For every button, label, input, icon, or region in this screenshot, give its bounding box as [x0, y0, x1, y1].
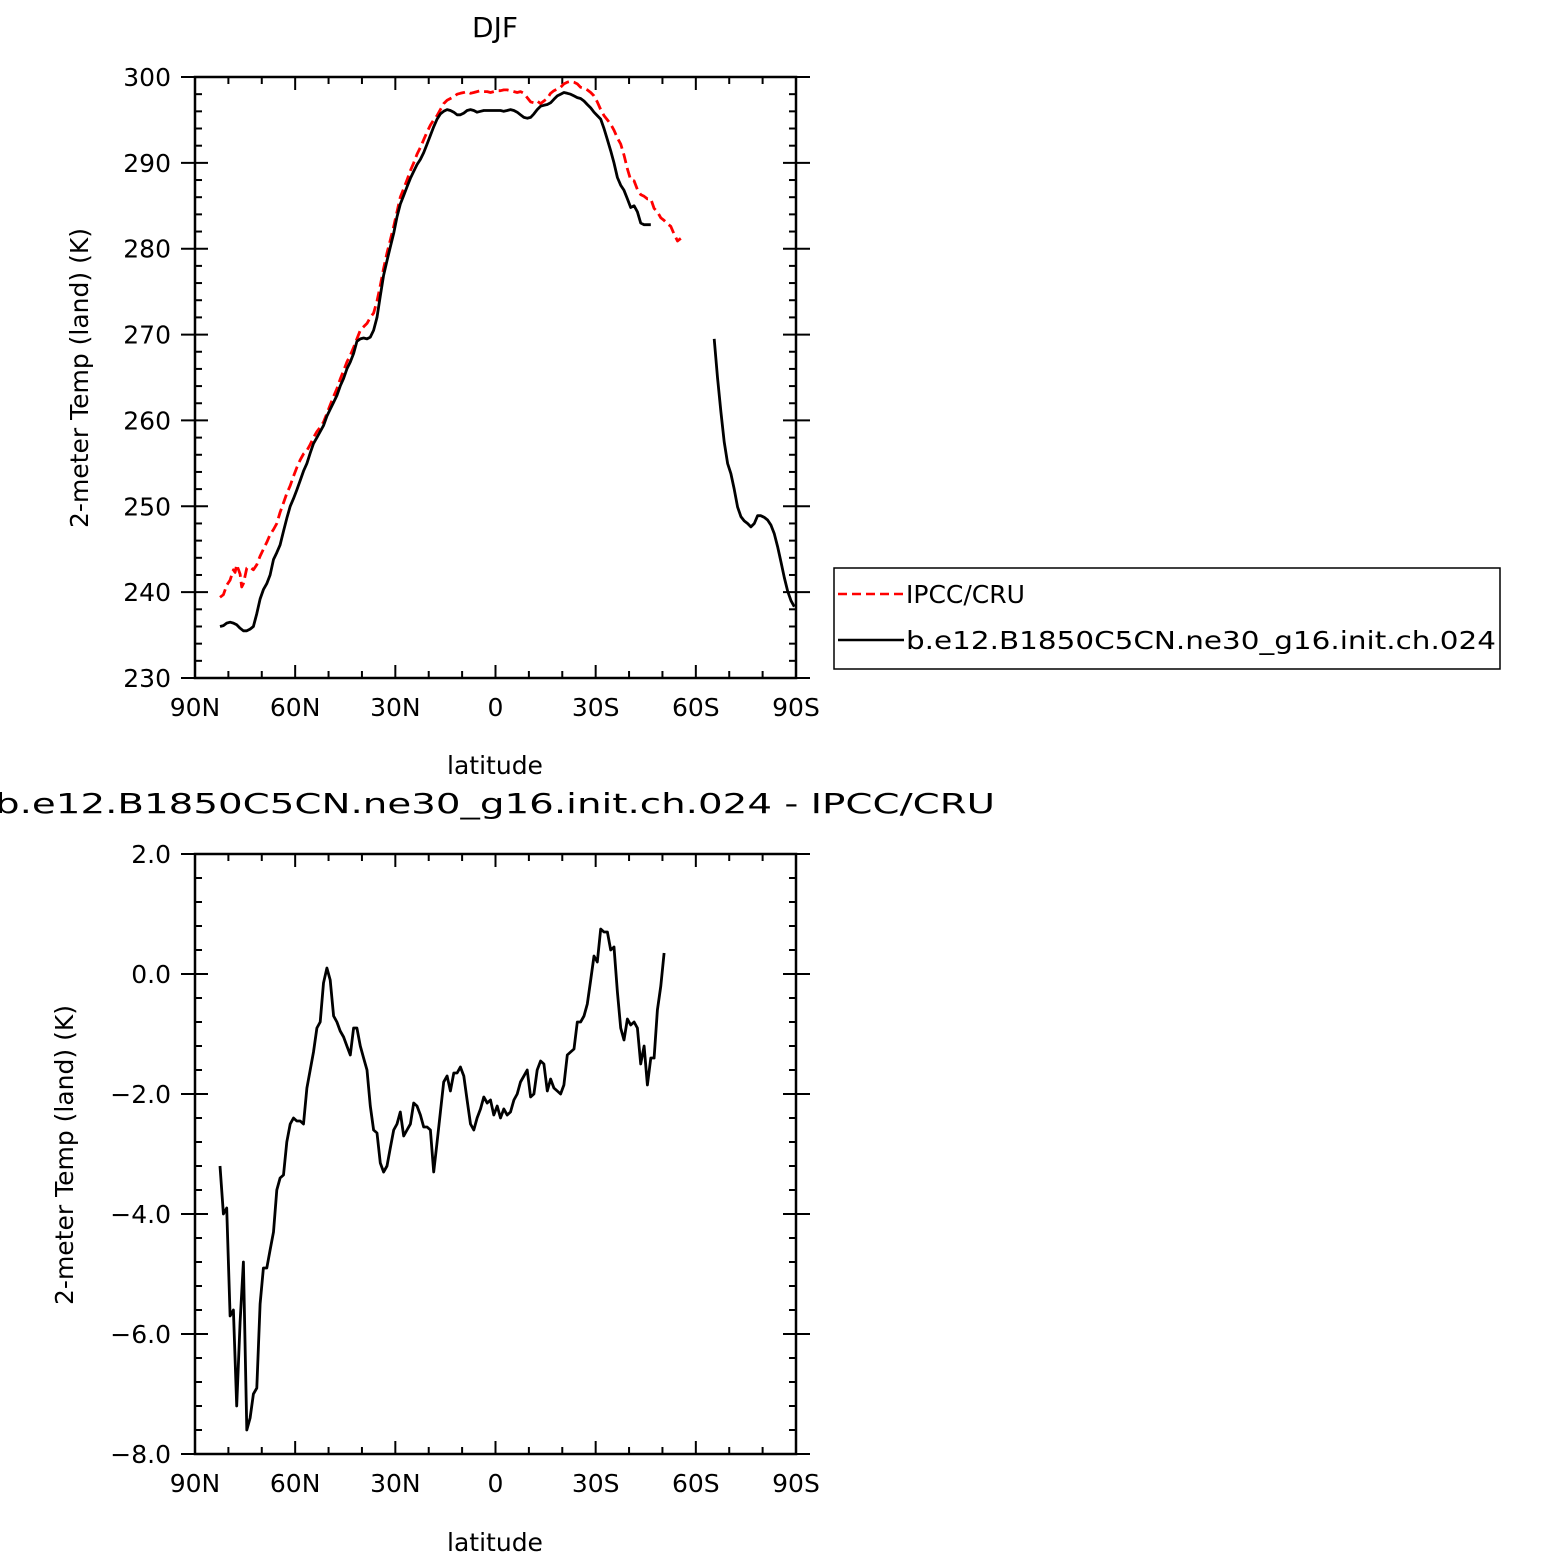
top-chart-ylabel: 2-meter Temp (land) (K) [65, 228, 94, 528]
bottom-chart-ticks: 90N 60N 30N 0 30S 60S 90S 2.0 0.0 −2.0 −4.0 −6.0 −8.… [110, 840, 820, 1498]
y-tick-label: −8.0 [110, 1440, 171, 1469]
x-tick-label: 60N [270, 693, 321, 722]
top-chart-ticks: 90N 60N 30N 0 30S 60S 90S 300 290 280 270 260 250 240… [123, 63, 820, 722]
series-line-1-segment-1 [712, 338, 796, 608]
bottom-panel-difference: b.e12.B1850C5CN.ne30_g16.init.ch.024 - I… [0, 787, 995, 1557]
x-tick-label: 30S [572, 1469, 620, 1498]
y-tick-label: 300 [123, 63, 171, 92]
legend-label-ipcc-cru: IPCC/CRU [906, 580, 1025, 609]
x-tick-label: 90N [170, 1469, 221, 1498]
top-chart-title: DJF [472, 11, 518, 44]
top-chart-frame [193, 75, 798, 680]
y-tick-label: 270 [123, 321, 171, 350]
x-tick-label: 60S [672, 1469, 720, 1498]
series-line-1-segment-0 [219, 91, 651, 633]
y-tick-label: 250 [123, 492, 171, 521]
x-tick-label: 0 [488, 693, 504, 722]
bottom-chart-series [218, 927, 666, 1432]
y-tick-label: −6.0 [110, 1320, 171, 1349]
x-tick-label: 90S [772, 693, 820, 722]
y-tick-label: 240 [123, 578, 171, 607]
top-panel-temperature: DJF latitude 2-meter Temp (land) (K) 90N… [65, 11, 820, 780]
legend-box [833, 567, 1501, 670]
y-tick-label: 290 [123, 149, 171, 178]
x-tick-label: 30N [370, 693, 421, 722]
x-tick-label: 30S [572, 693, 620, 722]
series-line-0-segment-0 [219, 79, 682, 599]
series-line-0-segment-0 [218, 927, 666, 1432]
bottom-chart-title: b.e12.B1850C5CN.ne30_g16.init.ch.024 - I… [0, 787, 995, 820]
x-tick-label: 0 [488, 1469, 504, 1498]
bottom-chart-ylabel: 2-meter Temp (land) (K) [50, 1005, 79, 1305]
y-tick-label: 230 [123, 664, 171, 693]
y-tick-label: −4.0 [110, 1200, 171, 1229]
legend: IPCC/CRU b.e12.B1850C5CN.ne30_g16.init.c… [833, 567, 1501, 670]
x-tick-label: 60S [672, 693, 720, 722]
x-tick-label: 60N [270, 1469, 321, 1498]
legend-label-model: b.e12.B1850C5CN.ne30_g16.init.ch.024 [906, 626, 1496, 655]
y-tick-label: 0.0 [131, 960, 171, 989]
y-tick-label: −2.0 [110, 1080, 171, 1109]
bottom-chart-xlabel: latitude [447, 1528, 543, 1557]
top-chart-series [219, 79, 796, 633]
x-tick-label: 90N [170, 693, 221, 722]
bottom-chart-frame [193, 852, 798, 1456]
y-tick-label: 280 [123, 235, 171, 264]
y-tick-label: 2.0 [131, 840, 171, 869]
top-chart-xlabel: latitude [447, 751, 543, 780]
x-tick-label: 90S [772, 1469, 820, 1498]
y-tick-label: 260 [123, 406, 171, 435]
x-tick-label: 30N [370, 1469, 421, 1498]
